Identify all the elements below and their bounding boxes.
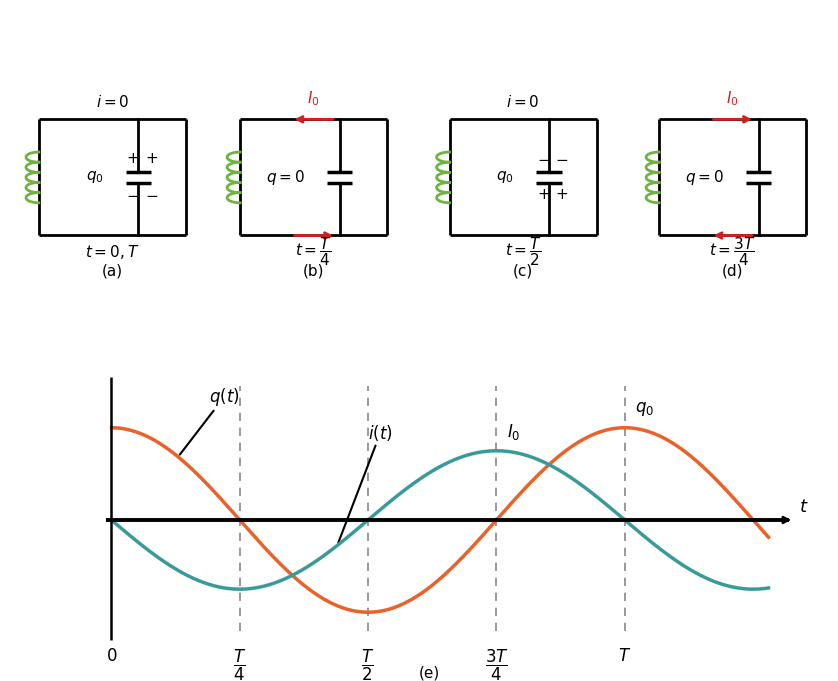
Text: $I_0$: $I_0$ xyxy=(507,422,520,441)
Text: $q = 0$: $q = 0$ xyxy=(685,168,723,187)
Text: $i(t)$: $i(t)$ xyxy=(339,423,393,543)
Text: $I_0$: $I_0$ xyxy=(727,90,739,108)
Text: $t = \dfrac{3T}{4}$: $t = \dfrac{3T}{4}$ xyxy=(710,236,756,268)
Text: (e): (e) xyxy=(419,666,440,681)
Text: $t = 0, T$: $t = 0, T$ xyxy=(85,243,140,261)
Text: $+$: $+$ xyxy=(556,187,568,202)
Text: $i = 0$: $i = 0$ xyxy=(96,94,129,110)
Text: $I_0$: $I_0$ xyxy=(308,90,320,108)
Text: $q_0$: $q_0$ xyxy=(85,170,103,185)
Text: (c): (c) xyxy=(513,263,533,278)
Text: $t = \dfrac{T}{2}$: $t = \dfrac{T}{2}$ xyxy=(504,236,541,268)
Text: $+$: $+$ xyxy=(127,151,139,166)
Text: $-$: $-$ xyxy=(145,187,158,202)
Text: $+$: $+$ xyxy=(537,187,550,202)
Text: $\dfrac{T}{4}$: $\dfrac{T}{4}$ xyxy=(233,648,246,681)
Text: $T$: $T$ xyxy=(618,648,631,665)
Text: $\dfrac{3T}{4}$: $\dfrac{3T}{4}$ xyxy=(484,648,509,681)
Text: $-$: $-$ xyxy=(556,151,568,166)
Text: $-$: $-$ xyxy=(127,187,139,202)
Text: (d): (d) xyxy=(722,263,743,278)
Text: $-$: $-$ xyxy=(537,151,550,166)
Text: $\dfrac{T}{2}$: $\dfrac{T}{2}$ xyxy=(361,648,375,681)
Text: $q_0$: $q_0$ xyxy=(496,170,514,185)
Text: $q(t)$: $q(t)$ xyxy=(180,386,240,455)
Text: $+$: $+$ xyxy=(145,151,158,166)
Text: $q_0$: $q_0$ xyxy=(635,400,654,419)
Text: $t$: $t$ xyxy=(799,498,809,516)
Text: $i = 0$: $i = 0$ xyxy=(506,94,540,110)
Text: $q = 0$: $q = 0$ xyxy=(266,168,304,187)
Text: $t = \dfrac{T}{4}$: $t = \dfrac{T}{4}$ xyxy=(295,236,332,268)
Text: (a): (a) xyxy=(102,263,123,278)
Text: (b): (b) xyxy=(303,263,324,278)
Text: $0$: $0$ xyxy=(106,648,117,665)
